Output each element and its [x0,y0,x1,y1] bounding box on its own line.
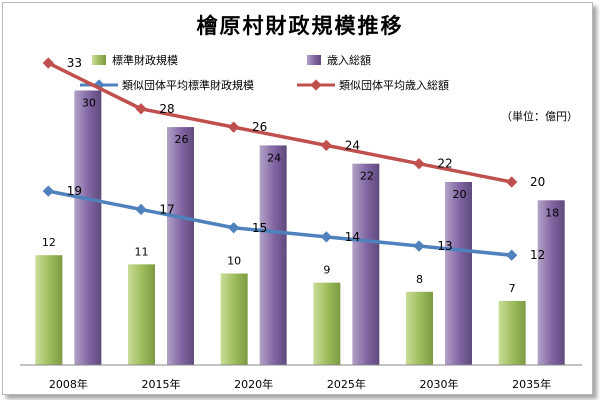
avg-rev-point [413,158,425,170]
bar-std [406,291,433,365]
bar-std [220,273,248,365]
data-label-rev: 26 [175,133,189,146]
x-tick-label: 2015年 [142,377,181,391]
avg-std-data-label: 13 [437,239,452,253]
bar-rev [74,90,102,365]
avg-std-data-label: 14 [345,230,360,244]
avg-rev-point [42,57,54,69]
bar-std [35,255,63,365]
avg-rev-point [506,176,518,188]
legend-label-avg-rev: 類似団体平均歳入総額 [339,78,449,92]
legend-swatch-std [92,55,106,65]
data-label-std: 9 [323,264,330,277]
legend-label-rev: 歳入総額 [327,53,371,67]
avg-std-point [506,249,518,261]
avg-rev-data-label: 24 [345,138,360,152]
legend-label-avg-std: 類似団体平均標準財政規模 [122,78,254,92]
bar-rev [445,182,472,365]
data-label-std: 7 [509,282,516,295]
x-tick-label: 2008年 [49,377,88,391]
avg-rev-data-label: 26 [252,120,267,134]
avg-std-point [228,222,240,234]
avg-std-data-label: 12 [530,248,545,262]
avg-std-data-label: 19 [67,184,82,198]
data-label-rev: 30 [82,97,96,110]
avg-rev-point [228,121,240,133]
bars-layer [35,90,565,365]
avg-rev-data-label: 20 [530,175,545,189]
bar-std [313,282,341,365]
x-tick-label: 2035年 [512,377,551,391]
data-label-rev: 22 [360,170,374,183]
avg-std-point [135,203,147,216]
data-label-std: 8 [416,273,423,286]
unit-label: （単位：億円） [501,110,578,123]
bar-rev [352,163,380,365]
x-tick-label: 2020年 [234,377,273,391]
avg-std-data-label: 15 [252,221,267,235]
bar-rev [259,145,287,365]
avg-rev-data-label: 28 [159,102,174,116]
avg-std-point [413,240,425,252]
avg-rev-point [135,103,147,115]
legend-marker-rev [310,79,322,91]
data-label-rev: 24 [267,151,281,164]
bar-rev [167,127,194,365]
bar-std [128,264,155,365]
bar-rev [537,200,565,365]
avg-std-point [42,185,54,197]
avg-std-line [47,189,512,257]
avg-rev-point [320,139,332,152]
avg-rev-line [47,61,513,184]
bar-std [498,300,526,365]
avg-std-point [320,231,332,243]
x-tick-label: 2025年 [327,377,366,391]
legend-swatch-rev [307,55,321,65]
avg-rev-data-label: 33 [67,56,82,70]
x-axis: 2008年 2015年 2020年 2025年 2030年 2035年 [20,364,582,391]
avg-std-data-label: 17 [159,202,174,216]
x-tick-label: 2030年 [420,377,459,391]
data-label-std: 12 [42,236,56,249]
data-label-std: 11 [135,245,149,258]
labels-layer: 12 30 11 26 10 24 9 22 8 20 7 18 19 17 15 14 13 12 33 28 26 2… [42,56,559,295]
data-label-rev: 18 [545,206,559,219]
data-label-rev: 20 [453,188,467,201]
legend-label-std: 標準財政規模 [112,53,178,67]
data-label-std: 10 [227,255,241,268]
chart-title: 檜原村財政規模推移 [196,14,404,38]
avg-rev-data-label: 22 [437,157,452,171]
lines-layer [42,57,518,261]
